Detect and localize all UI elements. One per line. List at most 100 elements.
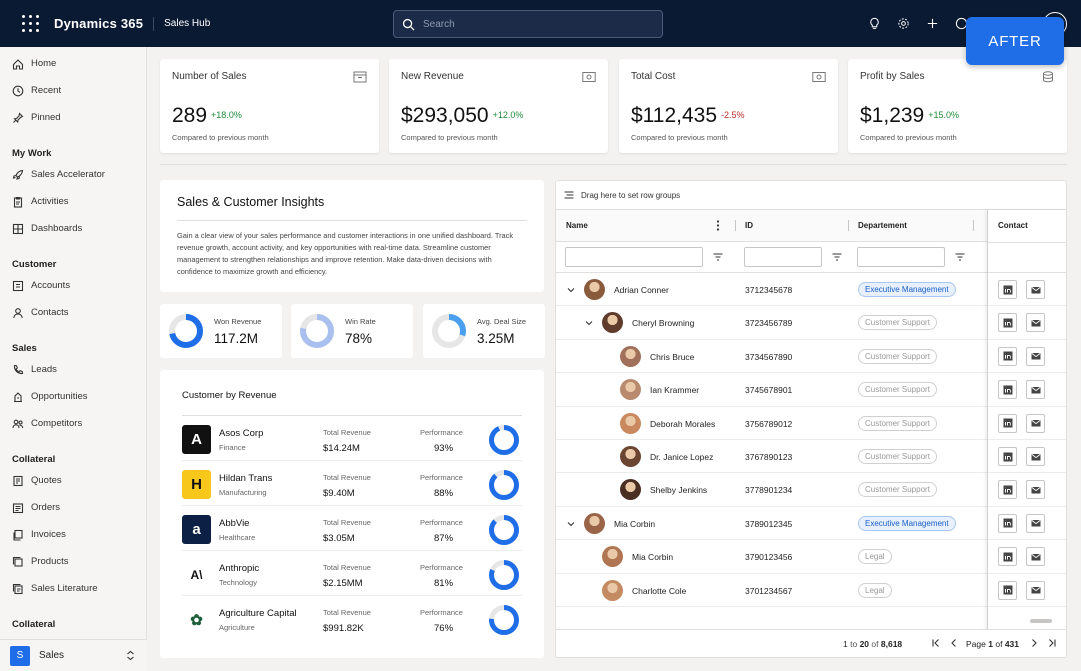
email-button[interactable] [1026, 346, 1045, 366]
mini-stat-card[interactable]: Won Revenue 117.2M [160, 304, 282, 358]
plus-icon[interactable] [924, 15, 941, 32]
customer-revenue: $14.24M [323, 443, 360, 454]
table-row[interactable]: Deborah Morales 3756789012 Customer Supp… [556, 407, 1066, 440]
table-row[interactable]: Mia Corbin 3790123456 Legal [556, 540, 1066, 574]
email-button[interactable] [1026, 513, 1045, 533]
sidebar-item-competitors[interactable]: Competitors [0, 410, 146, 437]
sidebar-item-home[interactable]: Home [0, 50, 146, 77]
gear-icon[interactable] [895, 15, 912, 32]
brand-title[interactable]: Dynamics 365 [54, 16, 144, 31]
table-row[interactable]: Ian Krammer 3745678901 Customer Support [556, 373, 1066, 407]
lightbulb-icon[interactable] [866, 15, 883, 32]
performance-label: Performance [420, 563, 463, 572]
search-input[interactable] [423, 18, 643, 30]
email-button[interactable] [1026, 380, 1045, 400]
after-button[interactable]: AFTER [966, 17, 1064, 65]
row-group-panel[interactable]: Drag here to set row groups [556, 181, 1066, 210]
sidebar-item-activities[interactable]: Activities [0, 188, 146, 215]
pin-icon [13, 111, 24, 123]
mini-stat-card[interactable]: Avg. Deal Size 3.25M [423, 304, 545, 358]
email-button[interactable] [1026, 280, 1045, 299]
filter-icon[interactable] [832, 252, 842, 262]
kpi-card[interactable]: Profit by Sales $1,239 +15.0% Compared to… [848, 59, 1067, 153]
id-filter-input[interactable] [744, 247, 822, 267]
sidebar-item-products[interactable]: Products [0, 548, 146, 575]
customer-row[interactable]: a AbbVie Healthcare Total Revenue $3.05M… [182, 506, 522, 551]
filter-icon[interactable] [955, 252, 965, 262]
column-header-department[interactable]: Departement [858, 221, 907, 230]
performance-label: Performance [420, 428, 463, 437]
sidebar-item-accounts[interactable]: Accounts [0, 272, 146, 299]
mail-icon [1031, 420, 1040, 427]
product-icon [12, 556, 23, 567]
performance-ring [489, 470, 519, 500]
sidebar-item-pinned[interactable]: Pinned [0, 104, 146, 131]
sidebar-item-leads[interactable]: Leads [0, 356, 146, 383]
last-page-icon[interactable] [1047, 638, 1057, 648]
sidebar-item-invoices[interactable]: Invoices [0, 521, 146, 548]
email-button[interactable] [1026, 413, 1045, 433]
kpi-value: 289 +18.0% [172, 104, 242, 127]
global-search[interactable] [393, 10, 663, 38]
email-button[interactable] [1026, 447, 1045, 466]
linkedin-button[interactable] [998, 447, 1017, 466]
table-row[interactable]: Charlotte Cole 3701234567 Legal [556, 574, 1066, 607]
customer-row[interactable]: ✿ Agriculture Capital Agriculture Total … [182, 596, 522, 641]
kpi-card[interactable]: New Revenue $293,050 +12.0% Compared to p… [389, 59, 608, 153]
table-row[interactable]: Shelby Jenkins 3778901234 Customer Suppo… [556, 473, 1066, 507]
sidebar-item-opportunities[interactable]: Opportunities [0, 383, 146, 410]
sidebar-item-recent[interactable]: Recent [0, 77, 146, 104]
email-button[interactable] [1026, 547, 1045, 567]
mail-icon [1031, 486, 1040, 494]
table-row[interactable]: Cheryl Browning 3723456789 Customer Supp… [556, 306, 1066, 340]
column-header-contact[interactable]: Contact [998, 221, 1028, 230]
sidebar-item-contacts[interactable]: Contacts [0, 299, 146, 326]
kpi-card[interactable]: Number of Sales 289 +18.0% Compared to pr… [160, 59, 379, 153]
table-row[interactable]: Dr. Janice Lopez 3767890123 Customer Sup… [556, 440, 1066, 474]
kpi-subtitle: Compared to previous month [860, 133, 957, 142]
sidebar-item-sales-literature[interactable]: Sales Literature [0, 575, 146, 602]
linkedin-button[interactable] [998, 413, 1017, 433]
linkedin-button[interactable] [998, 313, 1017, 333]
area-switcher[interactable]: S Sales [0, 639, 147, 671]
linkedin-button[interactable] [998, 380, 1017, 400]
table-row[interactable]: Mia Corbin 3789012345 Executive Manageme… [556, 507, 1066, 541]
sidebar-item-sales-accelerator[interactable]: Sales Accelerator [0, 161, 146, 188]
first-page-icon[interactable] [931, 638, 941, 648]
table-row[interactable]: Adrian Conner 3712345678 Executive Manag… [556, 273, 1066, 307]
column-menu-icon[interactable] [716, 220, 720, 231]
kpi-card[interactable]: Total Cost $112,435 -2.5% Compared to pre… [619, 59, 838, 153]
email-button[interactable] [1026, 480, 1045, 500]
sidebar-item-dashboards[interactable]: Dashboards [0, 215, 146, 242]
department-filter-input[interactable] [857, 247, 945, 267]
app-launcher-icon[interactable] [22, 14, 40, 33]
coins-icon [1043, 71, 1053, 83]
filter-icon[interactable] [713, 252, 723, 262]
department-badge: Executive Management [858, 282, 956, 297]
sidebar-item-quotes[interactable]: Quotes [0, 467, 146, 494]
email-button[interactable] [1026, 313, 1045, 333]
mini-stat-card[interactable]: Win Rate 78% [291, 304, 413, 358]
linkedin-button[interactable] [998, 280, 1017, 299]
email-button[interactable] [1026, 580, 1045, 600]
table-row[interactable]: Chris Bruce 3734567890 Customer Support [556, 340, 1066, 374]
linkedin-button[interactable] [998, 480, 1017, 500]
horizontal-scrollbar[interactable] [1030, 619, 1052, 623]
linkedin-button[interactable] [998, 346, 1017, 366]
chevron-down-icon[interactable] [566, 519, 576, 529]
name-filter-input[interactable] [565, 247, 703, 267]
customer-row[interactable]: H Hildan Trans Manufacturing Total Reven… [182, 461, 522, 506]
linkedin-button[interactable] [998, 513, 1017, 533]
sidebar-item-label: Home [31, 58, 57, 69]
sidebar-item-orders[interactable]: Orders [0, 494, 146, 521]
column-header-id[interactable]: ID [745, 221, 753, 230]
customer-row[interactable]: A\ Anthropic Technology Total Revenue $2… [182, 551, 522, 596]
previous-page-icon[interactable] [949, 638, 959, 648]
linkedin-button[interactable] [998, 580, 1017, 600]
next-page-icon[interactable] [1029, 638, 1039, 648]
chevron-down-icon[interactable] [566, 285, 576, 295]
linkedin-button[interactable] [998, 547, 1017, 567]
customer-row[interactable]: A Asos Corp Finance Total Revenue $14.24… [182, 416, 522, 461]
chevron-down-icon[interactable] [584, 318, 594, 328]
column-header-name[interactable]: Name [566, 221, 588, 230]
